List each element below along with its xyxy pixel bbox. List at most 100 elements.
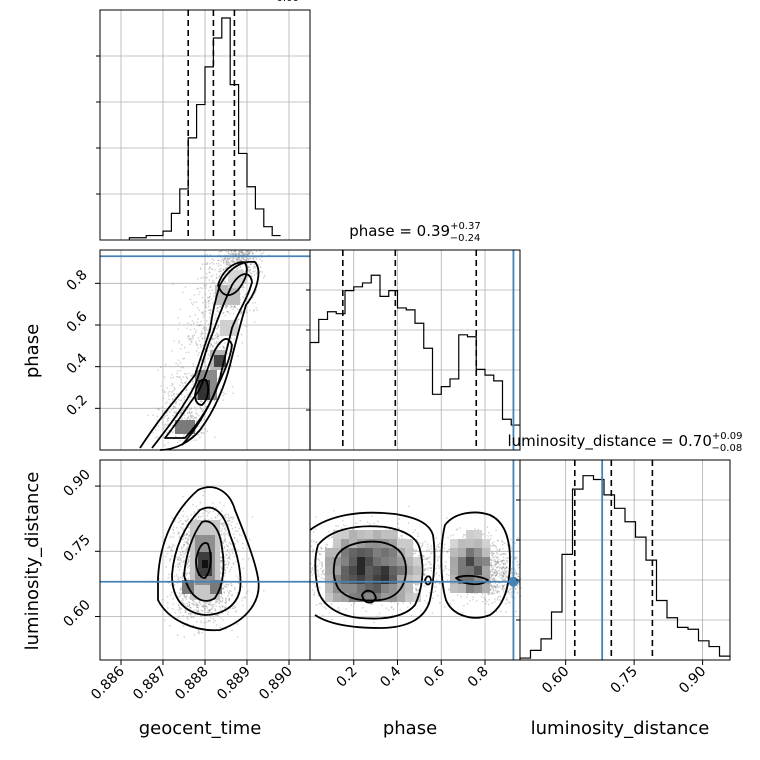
panel-phase-luminosity-distance-density-cell-100	[466, 530, 474, 539]
panel-phase-luminosity-distance-contour-6	[424, 575, 432, 586]
panel-phase-luminosity-distance-contour-3	[361, 589, 377, 604]
panel-phase-luminosity-distance-density-cell-70	[397, 539, 405, 548]
hist-phase-background	[310, 250, 520, 450]
panel-phase-luminosity-distance-density-cell-87	[413, 593, 421, 602]
panel-phase-luminosity-distance-density-cell-94	[458, 539, 466, 548]
xtick-geocent-time-1: 0.887	[130, 664, 170, 704]
panel-phase-luminosity-distance-density-cell-99	[458, 584, 466, 593]
panel-phase-luminosity-distance-density-cell-10	[333, 566, 341, 575]
panel-phase-luminosity-distance-density-cell-31	[357, 539, 365, 548]
panel-phase-luminosity-distance-density-cell-72	[397, 557, 405, 566]
hist-luminosity-distance-step-line	[519, 475, 730, 660]
xtick-phase-2: 0.6	[421, 663, 448, 690]
panel-phase-luminosity-distance-density-cell-27	[349, 575, 357, 584]
panel-phase-luminosity-distance-density-cell-106	[466, 584, 474, 593]
panel-phase-luminosity-distance-contour-1	[314, 525, 424, 620]
panel-phase-luminosity-distance-density-cell-33	[357, 557, 365, 566]
ytick-phase-2: 0.6	[64, 309, 91, 336]
ytick-luminosity-distance-2: 0.90	[60, 467, 93, 500]
panel-phase-luminosity-distance-density-cell-26	[349, 566, 357, 575]
panel-phase-luminosity-distance-density-cell-20	[341, 584, 349, 593]
ytick-phase-0: 0.2	[64, 392, 91, 419]
panel-phase-luminosity-distance-density-cell-44	[365, 584, 373, 593]
panel-phase-luminosity-distance-density-cell-17	[341, 557, 349, 566]
panel-phase-luminosity-distance-density-cell-69	[389, 593, 397, 602]
panel-phase-luminosity-distance-density-cell-30	[357, 530, 365, 539]
panel-phase-luminosity-distance-density-cell-76	[397, 593, 405, 602]
panel-phase-luminosity-distance-density-cell-105	[466, 575, 474, 584]
xtick-geocent-time-0: 0.886	[88, 663, 128, 703]
panel-phase-luminosity-distance-density-cell-108	[474, 539, 482, 548]
hist-phase-title: phase = 0.39+0.37 −0.24	[349, 221, 480, 244]
panel-geocent-time-luminosity-distance-contour-3	[195, 542, 212, 579]
panel-phase-luminosity-distance-density-cell-36	[357, 584, 365, 593]
xtick-phase-1: 0.4	[377, 663, 404, 690]
panel-phase-luminosity-distance-density-cell-90	[450, 557, 458, 566]
panel-phase-luminosity-distance-density-cell-110	[474, 557, 482, 566]
panel-geocent-time-phase-density-cell-4	[220, 320, 238, 336]
panel-phase-luminosity-distance-density-cell-115	[482, 548, 490, 557]
panel-phase-luminosity-distance-density-cell-83	[405, 593, 413, 602]
xtick-luminosity-distance-1: 0.75	[608, 664, 641, 697]
axis-label-x-phase: phase	[383, 718, 437, 739]
panel-phase-luminosity-distance-density-cell-37	[357, 593, 365, 602]
panel-phase-luminosity-distance-density-cell-68	[389, 584, 397, 593]
panel-phase-luminosity-distance-density-cell-9	[333, 557, 341, 566]
panel-phase-luminosity-distance-density-cell-8	[333, 548, 341, 557]
panel-phase-luminosity-distance-density-cell-95	[458, 548, 466, 557]
panel-phase-luminosity-distance-density-cell-98	[458, 575, 466, 584]
panel-phase-luminosity-distance-density-cell-0	[325, 548, 333, 557]
panel-phase-luminosity-distance-density-cell-119	[482, 584, 490, 593]
panel-phase-luminosity-distance-density-cell-46	[373, 530, 381, 539]
panel-phase-luminosity-distance-density-cell-85	[413, 566, 421, 575]
panel-phase-luminosity-distance-contour-2	[332, 540, 407, 602]
panel-phase-luminosity-distance-density-cell-11	[333, 575, 341, 584]
panel-phase-luminosity-distance-density-cell-114	[482, 539, 490, 548]
hist-luminosity-distance-background	[520, 460, 730, 660]
panel-phase-luminosity-distance-density-cell-56	[381, 548, 389, 557]
panel-phase-luminosity-distance-density-cell-22	[349, 530, 357, 539]
panel-phase-luminosity-distance-density-cell-12	[333, 584, 341, 593]
xtick-geocent-time-3: 0.889	[214, 664, 254, 704]
panel-phase-luminosity-distance-density-cell-14	[341, 530, 349, 539]
panel-phase-luminosity-distance-density-cell-102	[466, 548, 474, 557]
panel-phase-luminosity-distance-density-cell-61	[381, 593, 389, 602]
panel-geocent-time-luminosity-distance-density-cell-3	[202, 560, 208, 568]
axis-label-x-luminosity-distance: luminosity_distance	[531, 718, 710, 739]
panel-phase-luminosity-distance-density-cell-67	[389, 575, 397, 584]
panel-phase-luminosity-distance-density-cell-65	[389, 557, 397, 566]
panel-phase-luminosity-distance-density-cell-86	[413, 575, 421, 584]
panel-phase-luminosity-distance-density-cell-47	[373, 539, 381, 548]
hist-geocent-time-title: geocent_time = 0.89+0.00−0.00	[111, 0, 299, 4]
panel-phase-luminosity-distance-density-cell-97	[458, 566, 466, 575]
panel-phase-luminosity-distance-density-cell-104	[466, 566, 474, 575]
panel-phase-luminosity-distance-density-cell-1	[325, 557, 333, 566]
panel-phase-luminosity-distance-frame	[309, 459, 521, 661]
panel-geocent-time-phase-contour-1	[151, 273, 253, 449]
panel-phase-luminosity-distance-density-cell-79	[405, 557, 413, 566]
xtick-phase-0: 0.2	[334, 664, 361, 691]
panel-phase-luminosity-distance-density-cell-38	[365, 530, 373, 539]
panel-phase-luminosity-distance-contour-5	[455, 574, 489, 586]
panel-phase-luminosity-distance-density-cell-13	[333, 593, 341, 602]
panel-phase-luminosity-distance-density-cell-15	[341, 539, 349, 548]
panel-phase-luminosity-distance-density-cell-113	[474, 584, 482, 593]
panel-phase-luminosity-distance-density-cell-107	[474, 530, 482, 539]
panel-phase-luminosity-distance-density-cell-52	[373, 584, 381, 593]
axis-label-y-phase: phase	[22, 324, 43, 378]
panel-phase-luminosity-distance-density-cell-49	[373, 557, 381, 566]
panel-geocent-time-phase-contour-2	[164, 338, 233, 439]
panel-phase-luminosity-distance-density-cell-45	[365, 593, 373, 602]
panel-phase-luminosity-distance-density-cell-16	[341, 548, 349, 557]
panel-phase-luminosity-distance-density-cell-48	[373, 548, 381, 557]
panel-phase-luminosity-distance-density-cell-42	[365, 566, 373, 575]
panel-phase-luminosity-distance-density-cell-91	[450, 566, 458, 575]
panel-phase-luminosity-distance-density-cell-63	[389, 539, 397, 548]
panel-geocent-time-phase-frame	[99, 249, 311, 451]
panel-phase-luminosity-distance-density-cell-96	[458, 557, 466, 566]
panel-phase-luminosity-distance-density-cell-3	[325, 575, 333, 584]
panel-phase-luminosity-distance-density-cell-25	[349, 557, 357, 566]
panel-phase-luminosity-distance-density-cell-41	[365, 557, 373, 566]
panel-phase-luminosity-distance-density-cell-82	[405, 584, 413, 593]
panel-phase-luminosity-distance-density-cell-6	[333, 530, 341, 539]
